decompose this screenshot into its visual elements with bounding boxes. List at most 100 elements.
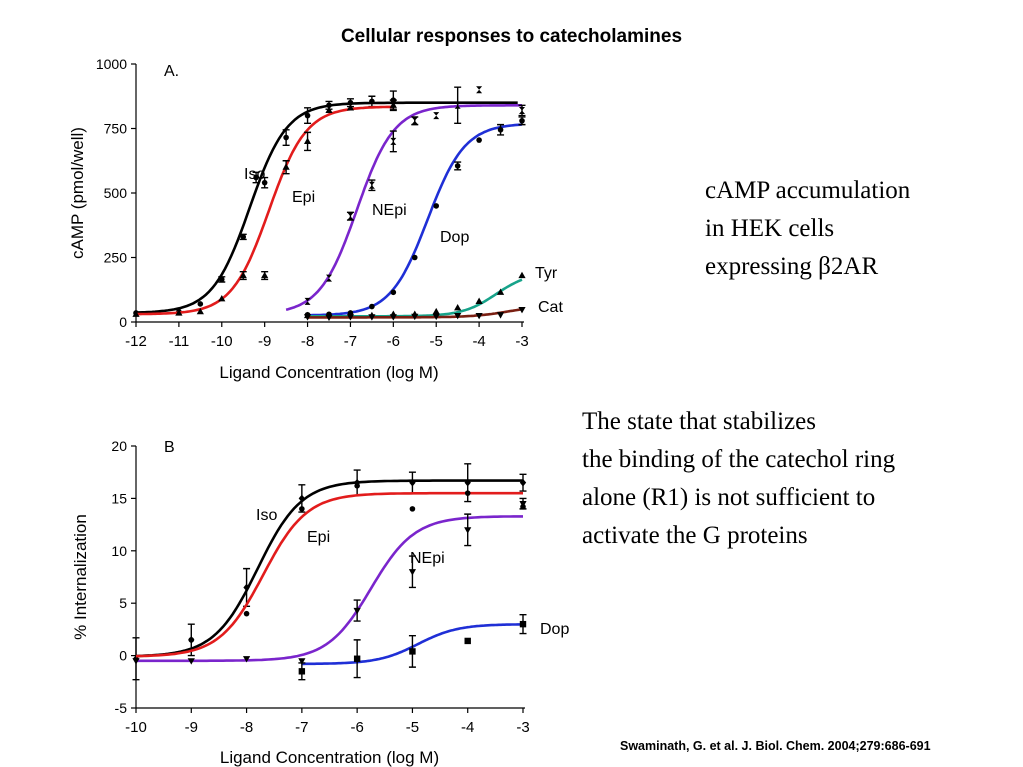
series-label: Dop <box>540 621 569 638</box>
data-point <box>432 313 440 321</box>
data-point <box>298 668 306 675</box>
data-point <box>243 610 250 617</box>
chart-panel-a: -12 -11 -10 -9 -8 -7 -6 -5 -4 -3 0 250 500 750 1000 Lig… <box>68 56 563 382</box>
data-point <box>242 656 251 663</box>
x-tick-label: -7 <box>295 719 308 736</box>
x-tick-label: -4 <box>472 333 485 350</box>
data-point <box>518 307 526 314</box>
data-point <box>326 274 332 282</box>
x-tick-label: -9 <box>258 333 271 350</box>
data-point <box>369 98 375 105</box>
data-point <box>196 307 204 315</box>
x-tick-label: -3 <box>516 719 529 736</box>
data-point <box>433 112 440 120</box>
x-tick-label: -3 <box>515 333 528 350</box>
data-point <box>464 478 471 487</box>
data-point <box>218 294 226 302</box>
data-point <box>325 314 333 322</box>
x-tick-label: -4 <box>461 719 474 736</box>
y-tick-label: 5 <box>119 595 127 611</box>
data-point <box>261 271 269 279</box>
data-point <box>411 313 419 321</box>
data-point <box>454 163 461 169</box>
series-label: Iso <box>244 166 265 183</box>
data-point <box>390 289 397 296</box>
panel-label: B <box>164 439 175 456</box>
y-tick-label: 0 <box>119 648 127 664</box>
data-point <box>346 104 355 111</box>
data-point <box>464 527 472 534</box>
data-point <box>347 99 354 106</box>
series-label: Epi <box>307 529 330 546</box>
series-label: NEpi <box>372 202 407 219</box>
series-nepi: NEpi <box>132 497 527 665</box>
data-point <box>476 137 482 143</box>
series-line-dop <box>307 123 523 317</box>
data-point <box>389 314 397 321</box>
data-point <box>476 86 483 94</box>
data-point <box>243 583 250 592</box>
chart-panel-b: -10 -9 -8 -7 -6 -5 -4 -3 -5 0 5 10 15 20 Ligand Concen… <box>71 438 569 767</box>
series-dop: Dop <box>304 116 526 318</box>
data-point <box>326 102 332 109</box>
x-axis-label: Ligand Concentration (log M) <box>219 363 438 382</box>
data-point <box>409 648 416 655</box>
data-point <box>132 658 140 665</box>
data-point <box>368 181 375 189</box>
data-point <box>298 494 306 503</box>
data-point <box>475 297 483 304</box>
data-point <box>454 312 462 320</box>
data-point <box>218 276 225 283</box>
data-point <box>454 101 461 109</box>
data-point <box>519 620 527 628</box>
note-b-line-2: the binding of the catechol ring <box>582 446 896 473</box>
series-label: Dop <box>440 229 469 246</box>
data-point <box>303 137 312 144</box>
y-axis-label: cAMP (pmol/well) <box>68 127 87 259</box>
note-a-line-3: expressing β2AR <box>705 253 879 280</box>
data-point <box>519 501 527 508</box>
data-point <box>175 309 183 316</box>
series-line-nepi <box>136 515 523 663</box>
data-point <box>368 314 376 321</box>
x-tick-label: -11 <box>169 333 190 350</box>
data-point <box>389 101 397 108</box>
x-tick-label: -9 <box>185 719 198 736</box>
data-point <box>408 569 417 576</box>
data-point <box>496 312 505 319</box>
data-point <box>132 310 140 317</box>
x-tick-label: -12 <box>125 333 147 350</box>
x-tick-label: -6 <box>387 333 400 350</box>
data-point <box>518 271 526 279</box>
series-iso: Iso <box>132 463 527 681</box>
y-tick-label: 15 <box>111 490 127 506</box>
note-r1-state: The state that stabilizes the binding of… <box>582 403 895 555</box>
series-line-epi <box>135 491 523 658</box>
data-point <box>282 163 290 170</box>
x-tick-label: -8 <box>301 333 314 350</box>
panel-label: A. <box>164 63 179 80</box>
data-point <box>239 271 247 279</box>
data-point <box>519 106 525 114</box>
error-bar <box>389 130 397 153</box>
series-dop: Dop <box>298 614 569 681</box>
data-point <box>346 314 355 321</box>
data-point <box>347 212 354 220</box>
x-tick-label: -8 <box>240 719 253 736</box>
data-point <box>197 301 204 307</box>
citation: Swaminath, G. et al. J. Biol. Chem. 2004… <box>620 739 931 753</box>
series-label: NEpi <box>410 550 445 567</box>
data-point <box>454 304 462 311</box>
data-point <box>354 483 360 489</box>
note-a-line-1: cAMP accumulation <box>705 177 911 204</box>
data-point <box>464 490 471 496</box>
data-point <box>464 637 471 645</box>
data-point <box>409 506 416 512</box>
data-point <box>261 179 268 186</box>
x-tick-label: -6 <box>350 719 363 736</box>
data-point <box>475 312 483 320</box>
data-point <box>496 288 505 295</box>
data-point <box>240 234 247 240</box>
y-tick-label: 1000 <box>96 56 127 72</box>
